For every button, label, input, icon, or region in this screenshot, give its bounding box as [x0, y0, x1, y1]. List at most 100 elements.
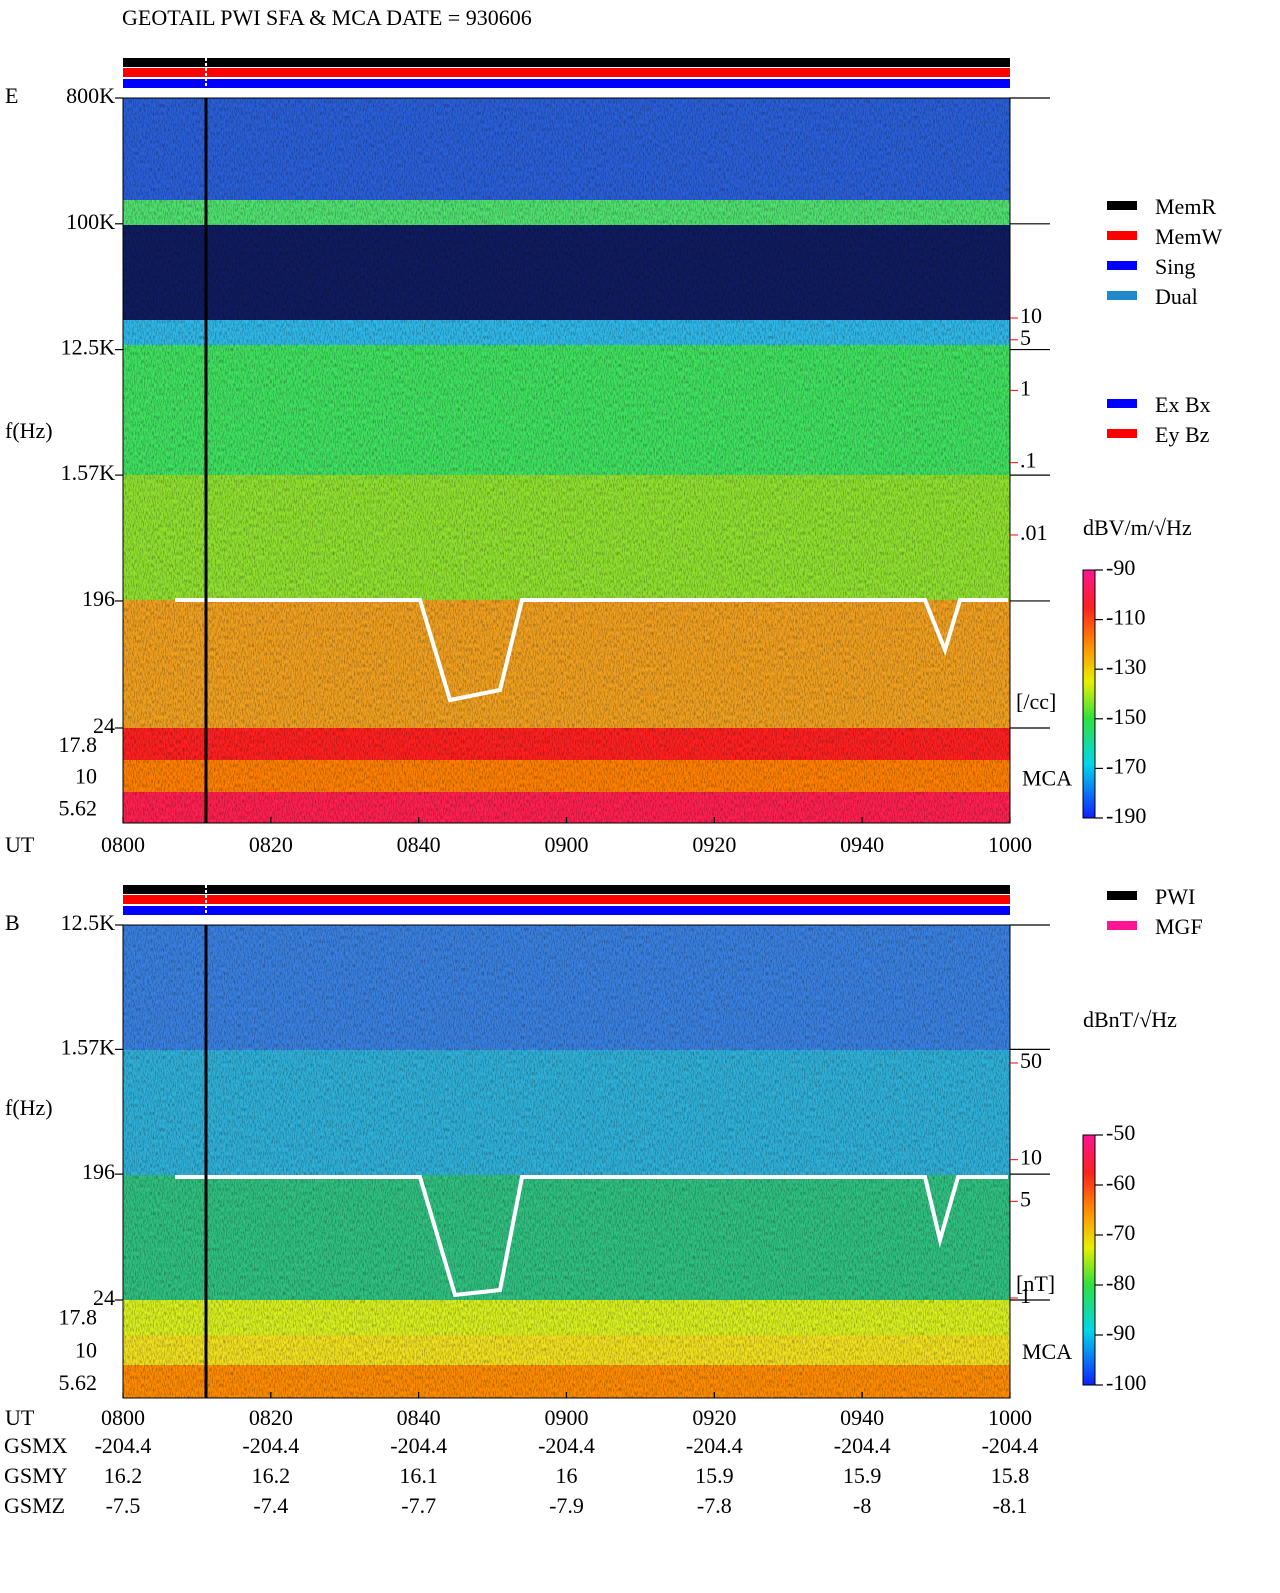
side-tick-label: 1: [1020, 375, 1031, 400]
legend-swatch: [1107, 399, 1137, 408]
mca-tick-label: 17.8: [59, 1305, 98, 1330]
status-bar: [123, 895, 1010, 904]
page-title: GEOTAIL PWI SFA & MCA DATE = 930606: [122, 5, 532, 30]
plasma-line: [175, 1175, 1008, 1298]
orbit-value: -204.4: [982, 1433, 1039, 1458]
orbit-value: -8: [853, 1493, 871, 1518]
spectrogram-texture: [123, 925, 1010, 1398]
orbit-value: -204.4: [390, 1433, 447, 1458]
side-tick-label: 50: [1020, 1048, 1042, 1073]
spectrogram-texture: [123, 98, 1010, 823]
colorbar-tick-label: -60: [1106, 1170, 1135, 1195]
x-tick-label: 0820: [249, 832, 293, 857]
orbit-value: -204.4: [95, 1433, 152, 1458]
side-tick-label: 5: [1020, 325, 1031, 350]
legend-label: Dual: [1155, 284, 1198, 309]
legend-label: Sing: [1155, 254, 1195, 279]
x-tick-label: 0900: [545, 832, 589, 857]
side-tick-label: .01: [1020, 520, 1048, 545]
legend-label: PWI: [1155, 884, 1195, 909]
orbit-value: 16: [556, 1463, 578, 1488]
side-tick-label: 5: [1020, 1186, 1031, 1211]
orbit-label: GSMX: [4, 1433, 68, 1458]
colorbar-tick-label: -110: [1106, 605, 1146, 630]
x-tick-label: 0940: [840, 1405, 884, 1430]
status-bar: [123, 58, 1010, 67]
colorbar-title: dBV/m/√Hz: [1083, 515, 1192, 540]
orbit-value: -8.1: [993, 1493, 1028, 1518]
colorbar-tick-label: -70: [1106, 1220, 1135, 1245]
colorbar: [1082, 569, 1096, 819]
legend-swatch: [1107, 429, 1137, 438]
legend-label: MemR: [1155, 194, 1216, 219]
colorbar: [1082, 1134, 1096, 1386]
colorbar-tick-label: -50: [1106, 1120, 1135, 1145]
x-tick-label: 1000: [988, 1405, 1032, 1430]
x-tick-label: 0840: [397, 832, 441, 857]
colorbar-tick-label: -100: [1106, 1370, 1146, 1395]
mca-label: MCA: [1022, 1339, 1072, 1364]
orbit-value: -204.4: [686, 1433, 743, 1458]
x-tick-label: 0940: [840, 832, 884, 857]
y-axis-label: f(Hz): [5, 418, 53, 443]
y-tick-label: 24: [93, 713, 115, 738]
orbit-value: 15.8: [991, 1463, 1030, 1488]
y-tick-label: 1.57K: [61, 460, 116, 485]
x-axis-label: UT: [5, 1405, 35, 1430]
colorbar-tick-label: -90: [1106, 1320, 1135, 1345]
y-tick-label: 100K: [66, 209, 115, 234]
side-tick-label: 1: [1020, 1283, 1031, 1308]
legend-label: Ey Bz: [1155, 422, 1210, 447]
legend-label: MemW: [1155, 224, 1222, 249]
legend-label: MGF: [1155, 914, 1203, 939]
orbit-value: -7.7: [401, 1493, 436, 1518]
colorbar-tick-label: -90: [1106, 555, 1135, 580]
y-axis-label: f(Hz): [5, 1095, 53, 1120]
y-tick-label: 196: [82, 1159, 115, 1184]
legend-swatch: [1107, 231, 1137, 240]
orbit-value: -7.5: [106, 1493, 141, 1518]
y-tick-label: 1.57K: [61, 1034, 116, 1059]
x-tick-label: 0800: [101, 1405, 145, 1430]
status-bar: [123, 906, 1010, 915]
mca-tick-label: 5.62: [59, 795, 98, 820]
panel-label: E: [5, 83, 18, 108]
side-tick-label: .1: [1020, 448, 1037, 473]
orbit-value: 16.1: [399, 1463, 438, 1488]
orbit-value: -204.4: [538, 1433, 595, 1458]
orbit-value: -7.8: [697, 1493, 732, 1518]
y-tick-label: 196: [82, 586, 115, 611]
orbit-value: -204.4: [834, 1433, 891, 1458]
x-axis-label: UT: [5, 832, 35, 857]
status-bar: [123, 885, 1010, 894]
y-tick-label: 800K: [66, 83, 115, 108]
orbit-value: 16.2: [252, 1463, 291, 1488]
y-tick-label: 12.5K: [61, 910, 116, 935]
colorbar-tick-label: -190: [1106, 803, 1146, 828]
orbit-value: 15.9: [843, 1463, 882, 1488]
panel-label: B: [5, 910, 20, 935]
legend-swatch: [1107, 201, 1137, 210]
x-tick-label: 0840: [397, 1405, 441, 1430]
x-tick-label: 0820: [249, 1405, 293, 1430]
colorbar-tick-label: -150: [1106, 704, 1146, 729]
side-unit: [nT]: [1016, 1271, 1055, 1296]
mca-tick-label: 5.62: [59, 1370, 98, 1395]
mca-tick-label: 10: [75, 1337, 97, 1362]
x-tick-label: 0920: [692, 1405, 736, 1430]
orbit-value: 16.2: [104, 1463, 143, 1488]
colorbar-tick-label: -170: [1106, 753, 1146, 778]
x-tick-label: 1000: [988, 832, 1032, 857]
orbit-label: GSMZ: [4, 1493, 65, 1518]
x-tick-label: 0800: [101, 832, 145, 857]
status-bar: [123, 68, 1010, 77]
mca-label: MCA: [1022, 766, 1072, 791]
legend-swatch: [1107, 921, 1137, 930]
side-unit: [/cc]: [1016, 689, 1056, 714]
colorbar-tick-label: -80: [1106, 1270, 1135, 1295]
side-tick-label: 10: [1020, 303, 1042, 328]
legend-label: Ex Bx: [1155, 392, 1211, 417]
x-tick-label: 0920: [692, 832, 736, 857]
orbit-value: -204.4: [242, 1433, 299, 1458]
legend-swatch: [1107, 291, 1137, 300]
